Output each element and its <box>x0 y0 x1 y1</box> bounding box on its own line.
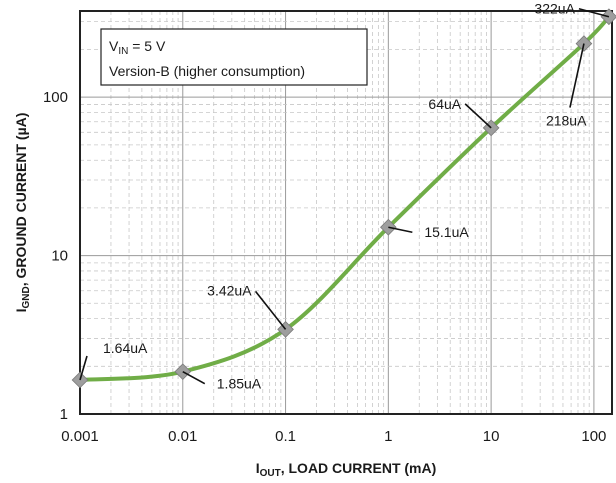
y-axis-label-main: I <box>13 309 29 313</box>
callout-label: 322uA <box>534 1 575 17</box>
callout-leader <box>388 226 413 234</box>
data-point-marker <box>600 8 616 26</box>
x-axis-label: IOUT, LOAD CURRENT (mA) <box>256 460 437 479</box>
legend-box: VIN = 5 V Version-B (higher consumption) <box>100 28 368 86</box>
x-tick-label: 0.1 <box>275 428 296 445</box>
callout-label: 1.85uA <box>217 376 262 392</box>
x-axis-label-sub: OUT <box>260 468 281 479</box>
x-tick-label: 100 <box>581 428 606 445</box>
x-tick-label: 1 <box>384 428 392 445</box>
callout-leader <box>464 103 492 129</box>
legend-line-2: Version-B (higher consumption) <box>109 63 305 79</box>
callout-label: 15.1uA <box>424 224 469 240</box>
x-axis-label-main: I <box>256 460 260 476</box>
y-axis-label-rest: , GROUND CURRENT (µA) <box>13 113 29 287</box>
y-axis-label-sub: GND <box>21 286 32 308</box>
callout-label: 64uA <box>428 96 461 112</box>
legend-line-1: VIN = 5 V <box>109 38 166 57</box>
plot-area-frame <box>79 10 613 415</box>
legend-line-1-main: V <box>109 38 119 54</box>
x-tick-label: 10 <box>483 428 500 445</box>
callout-leader <box>569 43 585 108</box>
callout-leader <box>182 370 206 385</box>
annotations: 1.64uA 1.85uA 3.42uA 15.1uA 64uA 218uA 322uA <box>79 1 610 392</box>
callout-label: 1.64uA <box>103 340 148 356</box>
legend-line-1-sub: IN <box>118 46 128 57</box>
legend-frame <box>100 28 368 86</box>
x-axis-tick-labels: 0.001 0.01 0.1 1 10 100 <box>61 428 606 445</box>
callout-label: 3.42uA <box>207 282 252 298</box>
y-tick-label: 1 <box>60 406 68 423</box>
callout-leader <box>79 355 88 381</box>
callout-label: 218uA <box>546 113 587 129</box>
y-axis-label: IGND, GROUND CURRENT (µA) <box>13 113 32 313</box>
y-axis-tick-labels: 1 10 100 <box>43 89 68 423</box>
callout-leader <box>254 290 287 330</box>
y-tick-label: 10 <box>51 248 68 265</box>
x-axis-label-rest: , LOAD CURRENT (mA) <box>281 460 437 476</box>
legend-line-1-rest: = 5 V <box>128 38 166 54</box>
y-tick-label: 100 <box>43 89 68 106</box>
callout-leader <box>578 7 610 18</box>
x-tick-label: 0.01 <box>168 428 197 445</box>
x-tick-label: 0.001 <box>61 428 99 445</box>
